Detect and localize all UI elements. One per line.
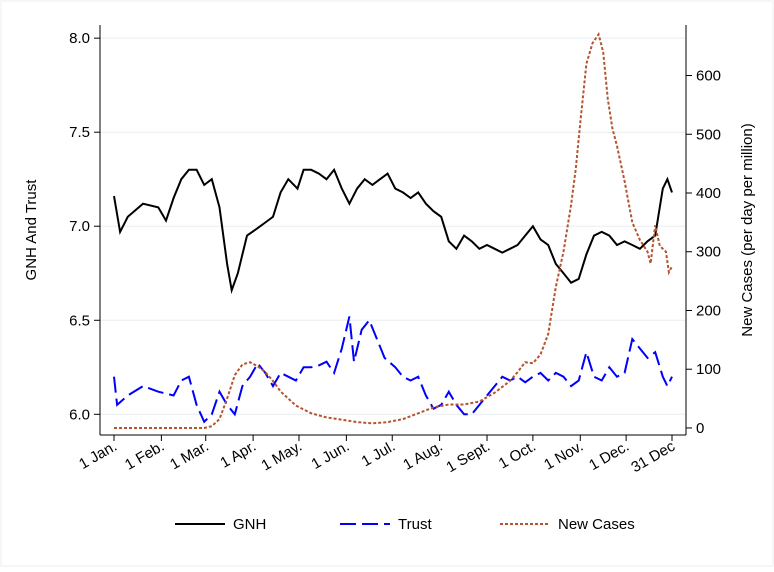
x-tick-label: 1 Aug. — [400, 438, 445, 474]
x-tick-label: 1 May. — [258, 438, 305, 475]
y-tick-label: 6.0 — [69, 406, 90, 423]
x-tick-label: 1 Dec. — [586, 438, 632, 474]
series-line — [113, 167, 673, 295]
x-tick-label: 1 Feb. — [122, 438, 167, 474]
legend-label: Trust — [398, 516, 432, 533]
y-tick-label: 6.5 — [69, 312, 90, 329]
x-tick-label: 1 Mar. — [167, 438, 212, 474]
y2-tick-label: 400 — [696, 185, 721, 202]
y-tick-label: 7.0 — [69, 218, 90, 235]
y2-tick-label: 0 — [696, 420, 704, 437]
x-tick-label: 1 Apr. — [217, 438, 259, 472]
y-axis-title: GNH And Trust — [23, 179, 40, 281]
y2-tick-label: 200 — [696, 302, 721, 319]
y2-tick-label: 500 — [696, 126, 721, 143]
y2-tick-label: 100 — [696, 361, 721, 378]
y2-tick-label: 300 — [696, 244, 721, 261]
x-tick-label: 1 Jun. — [308, 438, 352, 473]
y2-tick-label: 600 — [696, 68, 721, 85]
series-line — [114, 32, 673, 429]
x-tick-label: 31 Dec — [628, 437, 678, 476]
legend-item: GNH — [175, 516, 266, 533]
x-tick-label: 1 Nov. — [541, 438, 586, 474]
legend-item: Trust — [340, 516, 432, 533]
x-tick-label: 1 Sept. — [443, 438, 493, 476]
y-tick-label: 7.5 — [69, 124, 90, 141]
series-line — [113, 316, 673, 424]
x-tick-label: 1 Jan. — [76, 438, 120, 473]
legend-label: New Cases — [558, 516, 635, 533]
x-tick-label: 1 Oct. — [496, 438, 539, 473]
legend-item: New Cases — [500, 516, 635, 533]
y-tick-label: 8.0 — [69, 30, 90, 47]
x-tick-label: 1 Jul. — [359, 438, 399, 471]
legend-label: GNH — [233, 516, 266, 533]
y2-axis-title: New Cases (per day per million) — [739, 123, 756, 336]
